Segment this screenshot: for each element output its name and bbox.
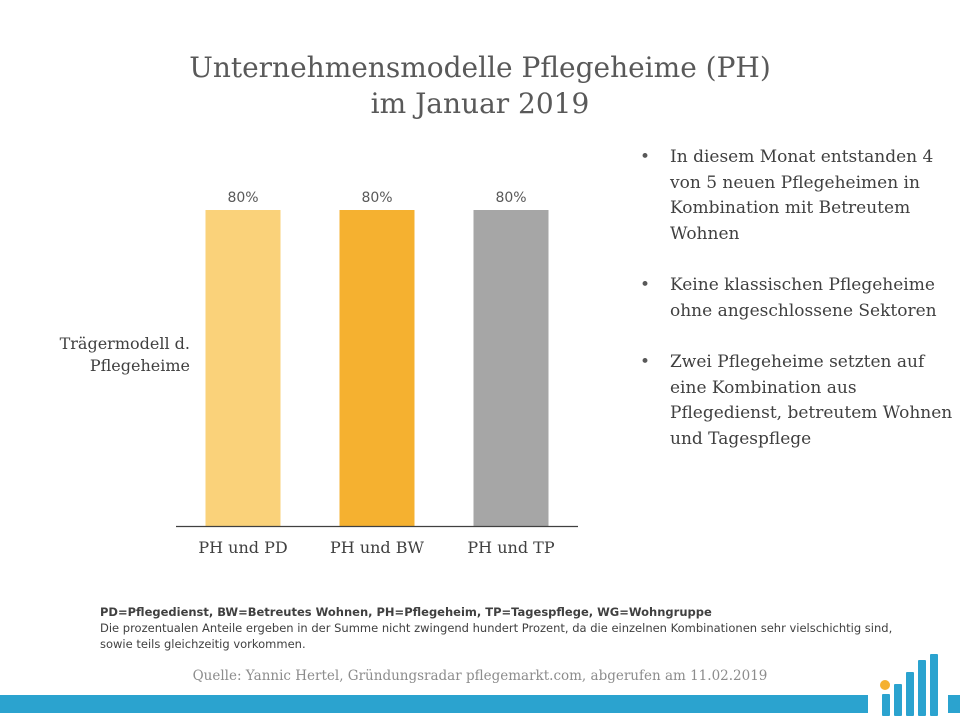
x-tick-label: PH und PD (198, 538, 287, 557)
data-label: 80% (495, 190, 526, 206)
bullet-icon: • (640, 147, 651, 167)
bar-2 (339, 210, 415, 526)
key-finding-text: Keine klassischen Pflegeheime ohne anges… (670, 275, 937, 321)
abbreviations-note: PD=Pflegedienst, BW=Betreutes Wohnen, PH… (100, 605, 712, 619)
key-finding-item: • Zwei Pflegeheime setzten auf eine Kombi… (628, 350, 960, 452)
bar-chart-logo-icon (868, 650, 948, 720)
key-finding-item: • Keine klassischen Pflegeheime ohne ange… (628, 273, 960, 324)
x-tick-label: PH und TP (467, 538, 554, 557)
bar-1 (205, 210, 281, 526)
footnotes: PD=Pflegedienst, BW=Betreutes Wohnen, PH… (100, 604, 900, 652)
key-findings-list: • In diesem Monat entstanden 4 von 5 neue… (628, 145, 960, 478)
bar-3 (473, 210, 549, 526)
disclaimer-note: Die prozentualen Anteile ergeben in der … (100, 621, 893, 651)
bullet-icon: • (640, 352, 651, 372)
data-label: 80% (227, 190, 258, 206)
data-label: 80% (361, 190, 392, 206)
key-finding-item: • In diesem Monat entstanden 4 von 5 neue… (628, 145, 960, 247)
y-axis-label-line: Pflegeheime (89, 356, 190, 375)
chart-title-line: Unternehmensmodelle Pflegeheime (PH) (189, 51, 771, 84)
source-citation: Quelle: Yannic Hertel, Gründungsradar pf… (192, 668, 768, 684)
x-tick-label: PH und BW (330, 538, 425, 557)
y-axis-label-line: Trägermodell d. (59, 334, 190, 353)
chart-title-line: im Januar 2019 (370, 87, 590, 120)
footer-bar (0, 695, 960, 713)
key-finding-text: In diesem Monat entstanden 4 von 5 neuen… (670, 147, 934, 244)
key-finding-text: Zwei Pflegeheime setzten auf eine Kombin… (670, 352, 953, 449)
y-axis-label: Trägermodell d. Pflegeheime (20, 333, 190, 377)
chart-title: Unternehmensmodelle Pflegeheime (PH) im … (0, 50, 960, 122)
bullet-icon: • (640, 275, 651, 295)
